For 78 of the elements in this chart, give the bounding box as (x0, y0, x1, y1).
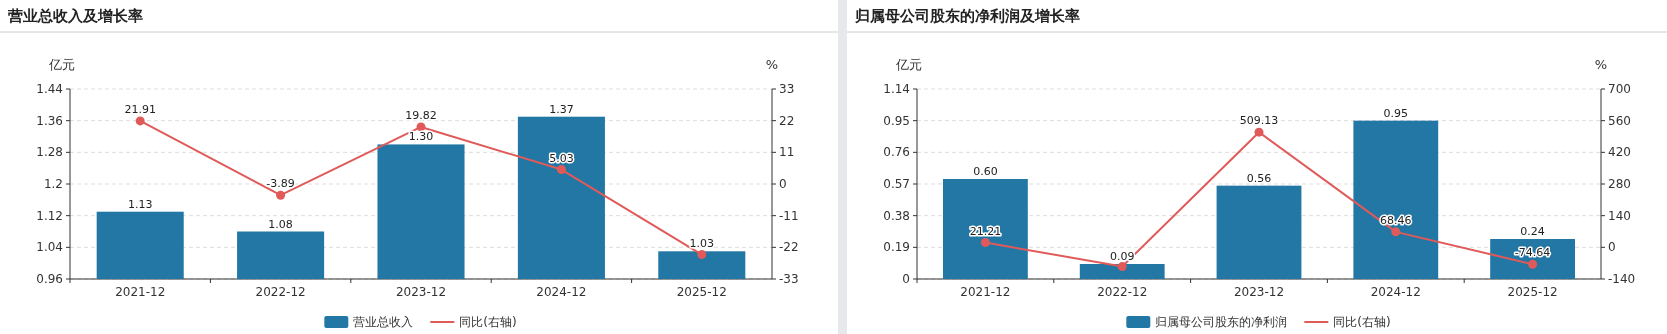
x-tick-label: 2025-12 (676, 285, 727, 299)
point (980, 238, 990, 248)
y-tick-label: 0 (902, 272, 910, 286)
y-axis-title: 亿元 (48, 57, 75, 72)
y-tick-label: 1.12 (36, 208, 63, 223)
data-label: 1.03 (689, 237, 715, 251)
y-tick-label: 1.44 (36, 82, 63, 96)
data-label: 1.37 (549, 102, 574, 116)
y2-tick-label: -11 (779, 208, 799, 223)
bar (942, 179, 1028, 279)
y-tick-label: 0.96 (36, 272, 63, 286)
x-tick-label: 2023-12 (395, 285, 447, 299)
y2-tick-label: 22 (779, 113, 795, 128)
data-label: 0.56 (1246, 171, 1272, 185)
x-tick-label: 2025-12 (1507, 285, 1558, 299)
chart-title: 归属母公司股东的净利润及增长率 (854, 7, 1080, 25)
legend-label: 同比(右轴) (459, 315, 517, 329)
data-label: 0.24 (1520, 225, 1545, 238)
y-tick-label: 1.36 (36, 113, 63, 128)
y2-tick-label: 140 (1608, 208, 1631, 223)
x-tick-label: 2021-12 (960, 285, 1011, 299)
data-label: 1.30 (408, 130, 434, 144)
y2-tick-label: 280 (1608, 177, 1631, 191)
x-tick-label: 2022-12 (1097, 285, 1148, 299)
y-tick-label: 1.28 (36, 145, 63, 160)
bar (1216, 185, 1302, 279)
point (1528, 259, 1538, 269)
y-tick-label: 0.76 (883, 145, 910, 160)
y2-tick-label: 33 (779, 82, 795, 96)
data-label: 509.13 (1239, 114, 1279, 128)
data-label: 1.08 (268, 217, 293, 231)
x-tick-label: 2024-12 (1370, 285, 1421, 299)
data-label: 1.13 (127, 197, 153, 211)
point (1254, 127, 1264, 137)
data-label: 0.95 (1383, 106, 1409, 120)
point (1391, 227, 1401, 237)
y2-tick-label: 0 (1608, 240, 1616, 255)
bar (1353, 120, 1439, 279)
point (135, 116, 145, 126)
data-label: -74.64 (1514, 246, 1551, 260)
point (276, 190, 286, 200)
y2-tick-label: -140 (1608, 272, 1636, 286)
y-axis-title: 亿元 (895, 57, 922, 72)
x-tick-label: 2024-12 (536, 285, 587, 299)
y2-axis-title: % (765, 57, 779, 72)
data-label: -3.89 (266, 177, 295, 191)
x-tick-label: 2021-12 (115, 285, 166, 299)
y2-tick-label: -22 (779, 240, 799, 255)
y-tick-label: 0.57 (883, 177, 910, 191)
y-tick-label: 1.2 (43, 177, 63, 191)
point (556, 165, 566, 175)
y-tick-label: 0.19 (883, 240, 910, 255)
y2-tick-label: 420 (1608, 145, 1631, 160)
data-label: 21.21 (969, 224, 1002, 238)
data-label: 5.03 (549, 151, 574, 165)
data-label: 19.82 (405, 108, 437, 122)
y2-tick-label: 700 (1608, 82, 1631, 96)
point (1117, 262, 1127, 272)
y2-tick-label: -33 (779, 272, 799, 286)
y2-tick-label: 0 (779, 177, 787, 191)
chart-title: 营业总收入及增长率 (7, 7, 143, 25)
y2-axis-title: % (1594, 57, 1608, 72)
y-tick-label: 1.04 (36, 240, 63, 255)
x-tick-label: 2023-12 (1233, 285, 1285, 299)
y2-tick-label: 560 (1608, 113, 1631, 128)
legend-label: 同比(右轴) (1333, 315, 1391, 329)
data-label: 68.46 (1380, 213, 1412, 227)
data-label: 21.91 (124, 102, 156, 116)
bar (1079, 264, 1165, 279)
y-tick-label: 1.14 (883, 82, 910, 96)
x-tick-label: 2022-12 (255, 285, 306, 299)
legend-label: 营业总收入 (353, 315, 414, 329)
legend-label: 归属母公司股东的净利润 (1155, 315, 1288, 329)
data-label: 0.60 (973, 165, 998, 178)
y-tick-label: 0.38 (883, 208, 910, 223)
y-tick-label: 0.95 (883, 113, 910, 128)
y2-tick-label: 11 (779, 145, 795, 160)
point (697, 250, 707, 260)
